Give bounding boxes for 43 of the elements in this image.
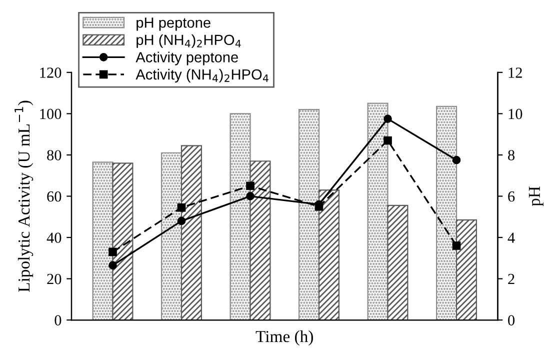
y-tick-label: 20 (47, 274, 62, 284)
bar (180, 145, 202, 320)
y2-tick-label: 12 (508, 68, 522, 78)
bar (367, 102, 388, 320)
legend-label: Activity peptone (136, 52, 238, 66)
y-axis-title: Lipolytic Activity (U mL$^{−1}$) (14, 100, 34, 292)
point (452, 242, 461, 250)
point (246, 192, 254, 200)
legend-label: pH peptone (136, 18, 210, 31)
bar (318, 189, 340, 320)
legend-label: Activity (NH$_{4}$)$_{2}$HPO$_{4}$ (136, 68, 268, 83)
x-axis-title: Time (h) (256, 330, 313, 346)
y-tick-label: 100 (40, 108, 62, 120)
point (246, 182, 254, 190)
bar (230, 113, 251, 320)
y2-tick-label: 8 (508, 150, 515, 160)
y-tick-label: 120 (40, 68, 62, 78)
y2-tick-label: 4 (508, 232, 515, 243)
bar (161, 152, 182, 320)
y-tick-label: 80 (47, 150, 62, 160)
bar (112, 162, 134, 320)
y2-tick-label: 0 (508, 315, 515, 326)
y-tick-label: 60 (47, 191, 62, 202)
bar (250, 160, 271, 320)
y2-tick-label: 6 (508, 191, 515, 202)
point (108, 261, 117, 270)
legend-label: pH (NH$_{4}$)$_{2}$HPO$_{4}$ (136, 34, 241, 48)
point (384, 136, 392, 145)
bar (456, 219, 477, 320)
bar (436, 106, 458, 320)
point (384, 114, 392, 123)
y-tick-label: 0 (54, 315, 62, 326)
point (452, 156, 461, 164)
y2-axis-title: pH (528, 186, 544, 206)
bar (387, 204, 408, 320)
bar (298, 108, 320, 320)
y-tick-label: 40 (46, 232, 62, 243)
y2-tick-label: 10 (508, 108, 522, 120)
point (177, 216, 186, 226)
point (108, 248, 117, 256)
bar (92, 162, 114, 320)
point (177, 203, 186, 212)
y2-tick-label: 2 (508, 274, 514, 284)
